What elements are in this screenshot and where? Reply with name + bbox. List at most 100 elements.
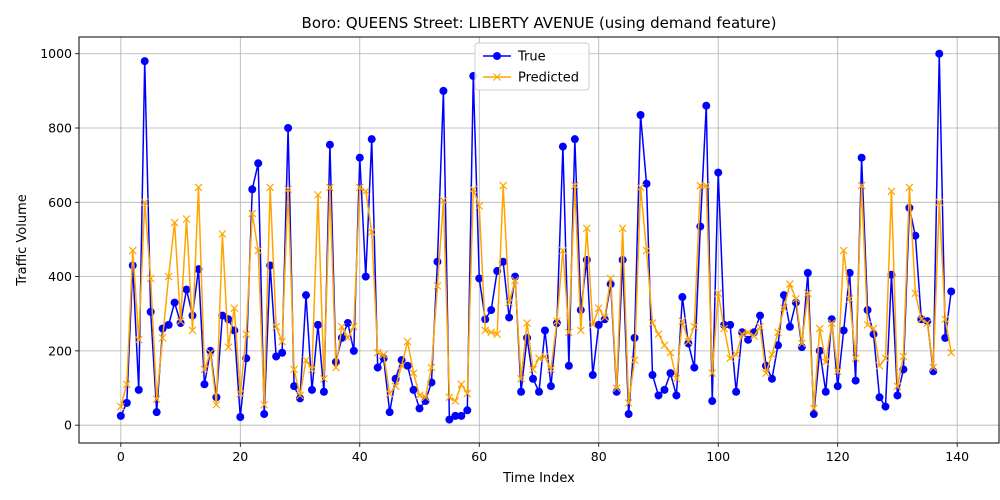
data-point-predicted	[385, 389, 394, 398]
data-point-predicted	[612, 384, 621, 392]
data-point-predicted	[558, 246, 567, 255]
data-point-true	[349, 346, 358, 355]
data-point-predicted	[732, 350, 741, 359]
data-point-predicted	[254, 246, 263, 255]
data-point-predicted	[606, 274, 615, 283]
data-point-true	[546, 382, 555, 391]
data-point-predicted	[260, 400, 269, 409]
data-point-predicted	[851, 354, 860, 363]
data-point-predicted	[708, 369, 717, 378]
data-point-true	[881, 402, 890, 411]
x-tick-label: 60	[471, 449, 487, 464]
data-point-true	[182, 285, 191, 294]
data-point-true	[146, 307, 155, 316]
data-point-true	[911, 231, 920, 240]
data-point-true	[732, 387, 741, 396]
data-point-predicted	[421, 393, 430, 402]
data-point-true	[696, 222, 705, 231]
series-layer	[116, 49, 956, 424]
y-tick-label: 600	[48, 195, 72, 210]
data-point-predicted	[200, 365, 209, 374]
data-point-predicted	[588, 320, 597, 329]
data-point-true	[708, 397, 717, 406]
data-point-predicted	[308, 365, 316, 374]
data-point-predicted	[875, 361, 884, 370]
data-point-true	[935, 49, 944, 58]
data-point-true	[439, 86, 448, 95]
data-point-predicted	[947, 348, 956, 357]
data-point-true	[941, 333, 950, 342]
data-point-true	[517, 387, 526, 396]
data-point-predicted	[845, 294, 854, 303]
data-point-predicted	[248, 209, 257, 218]
data-point-predicted	[899, 352, 908, 361]
data-point-true	[923, 317, 932, 326]
data-point-predicted	[343, 333, 352, 342]
y-tick-label: 400	[48, 269, 72, 284]
data-point-true	[744, 335, 753, 344]
data-point-predicted	[284, 185, 293, 194]
data-point-predicted	[815, 324, 824, 333]
x-tick-label: 140	[945, 449, 969, 464]
data-point-true	[726, 320, 735, 329]
data-point-predicted	[869, 324, 878, 333]
legend-box	[474, 42, 590, 91]
data-point-predicted	[654, 330, 663, 339]
plot-frame	[78, 36, 1000, 444]
data-point-true	[385, 408, 394, 417]
data-point-true	[325, 140, 334, 149]
data-point-predicted	[582, 224, 591, 233]
data-point-true	[116, 411, 125, 420]
data-point-true	[660, 385, 669, 394]
data-point-true	[767, 374, 776, 383]
data-point-predicted	[684, 337, 693, 346]
data-point-predicted	[678, 317, 687, 326]
data-point-true	[319, 387, 328, 396]
data-point-true	[642, 179, 651, 188]
legend-marker-true	[493, 52, 501, 60]
data-point-predicted	[833, 367, 842, 376]
data-point-true	[535, 387, 543, 396]
data-point-true	[307, 385, 316, 394]
data-point-predicted	[463, 389, 472, 398]
data-point-predicted	[475, 202, 484, 210]
data-point-true	[445, 415, 454, 424]
data-point-predicted	[893, 382, 902, 391]
data-point-true	[570, 135, 579, 144]
x-axis-label: Time Index	[502, 471, 575, 486]
data-point-predicted	[774, 328, 782, 337]
legend-label-true: True	[517, 50, 546, 65]
data-point-predicted	[296, 391, 304, 400]
data-point-predicted	[224, 343, 233, 352]
data-point-predicted	[266, 183, 275, 192]
data-point-true	[773, 341, 782, 350]
data-point-predicted	[839, 246, 848, 255]
data-point-predicted	[905, 183, 914, 192]
data-point-predicted	[696, 181, 705, 190]
data-point-true	[463, 406, 472, 415]
data-point-true	[451, 411, 460, 420]
data-point-true	[672, 391, 681, 400]
data-point-predicted	[140, 198, 149, 207]
data-point-true	[200, 380, 209, 389]
data-point-predicted	[511, 276, 520, 285]
data-point-predicted	[242, 330, 251, 339]
data-point-true	[475, 274, 484, 283]
data-point-predicted	[218, 229, 227, 238]
data-point-predicted	[349, 322, 358, 331]
data-point-predicted	[923, 319, 932, 327]
data-point-predicted	[750, 332, 758, 340]
data-point-true	[122, 398, 131, 407]
data-point-predicted	[445, 393, 454, 402]
data-point-predicted	[594, 304, 603, 313]
data-point-true	[588, 371, 597, 380]
data-point-predicted	[744, 328, 753, 337]
data-point-true	[158, 324, 167, 333]
data-point-predicted	[469, 185, 478, 194]
data-point-predicted	[547, 365, 555, 374]
data-point-true	[355, 153, 364, 162]
data-point-predicted	[552, 317, 561, 326]
data-point-predicted	[714, 289, 723, 298]
data-point-true	[839, 326, 848, 335]
